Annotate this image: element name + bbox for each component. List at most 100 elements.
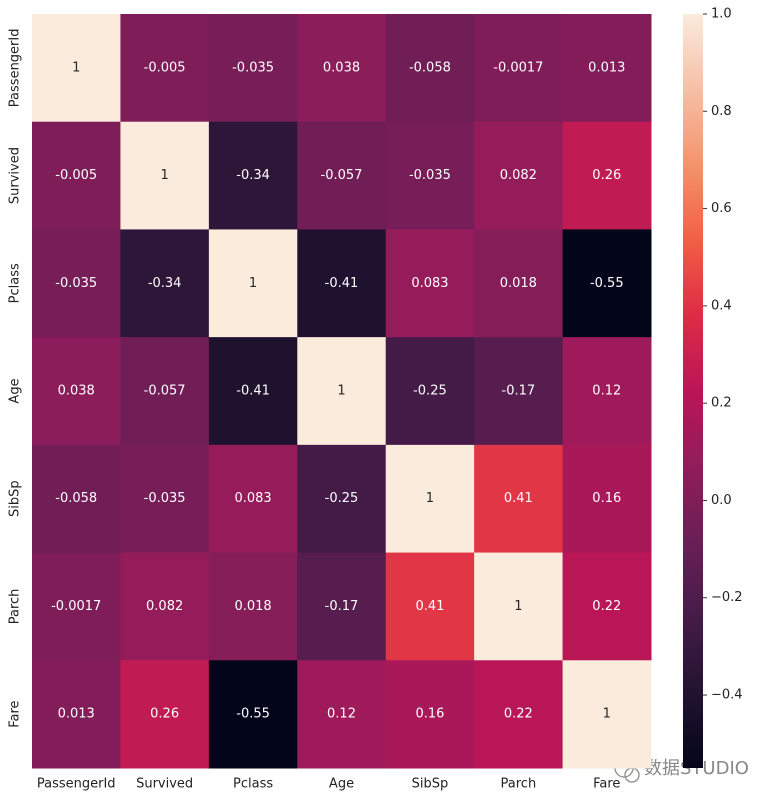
- colorbar-tick-label: 0.4: [711, 298, 732, 313]
- heatmap-cell: [297, 121, 387, 230]
- cell-label: -0.0017: [493, 60, 543, 75]
- cell-label: 0.16: [415, 707, 444, 722]
- y-tick-label: Parch: [8, 589, 23, 625]
- cell-label: -0.25: [325, 491, 359, 506]
- x-tick-label: Survived: [136, 777, 193, 792]
- cell-label: 1: [514, 599, 522, 614]
- cell-label: -0.17: [502, 384, 536, 399]
- heatmap-cell: [32, 229, 121, 338]
- y-tick-label: SibSp: [8, 480, 23, 517]
- cell-label: -0.057: [321, 168, 363, 183]
- cell-label: 0.41: [504, 491, 533, 506]
- cell-label: 0.26: [150, 707, 179, 722]
- heatmap-cell: [208, 552, 298, 661]
- x-tick-label: SibSp: [412, 777, 449, 792]
- cell-label: 0.038: [58, 384, 95, 399]
- cell-label: 1: [426, 491, 434, 506]
- heatmap-cell: [208, 444, 298, 554]
- heatmap-cell: [120, 660, 210, 769]
- colorbar-tick-label: −0.4: [711, 688, 743, 703]
- heatmap-cell: [562, 337, 652, 446]
- cell-label: 0.018: [500, 276, 537, 291]
- heatmap-cell: [208, 337, 298, 446]
- cell-label: 0.018: [234, 599, 271, 614]
- cell-label: -0.035: [144, 491, 186, 506]
- cell-label: 0.22: [592, 599, 621, 614]
- heatmap-cell: [385, 552, 475, 661]
- heatmap-cell: [385, 229, 475, 338]
- cell-label: 0.082: [500, 168, 537, 183]
- cell-label: -0.005: [55, 168, 97, 183]
- cell-label: -0.55: [236, 707, 270, 722]
- heatmap-cell: [32, 337, 121, 446]
- heatmap-cell: [385, 121, 475, 230]
- heatmap-cell: [474, 14, 564, 123]
- heatmap-cell: [474, 552, 564, 661]
- heatmap-cell: [385, 444, 475, 554]
- heatmap-cell: [562, 14, 652, 123]
- heatmap-cell: [120, 444, 210, 554]
- heatmap-cell: [208, 229, 298, 338]
- cell-label: -0.0017: [51, 599, 101, 614]
- cell-label: 1: [249, 276, 257, 291]
- heatmap-cell: [474, 337, 564, 446]
- x-tick-label: Age: [329, 777, 354, 792]
- cell-label: -0.035: [55, 276, 97, 291]
- heatmap-cell: [120, 552, 210, 661]
- cell-label: -0.057: [144, 384, 186, 399]
- cell-label: 0.12: [592, 384, 621, 399]
- cell-label: 0.013: [588, 60, 625, 75]
- cell-label: 0.16: [592, 491, 621, 506]
- cell-label: 0.038: [323, 60, 360, 75]
- cell-label: 1: [603, 707, 611, 722]
- heatmap-cell: [474, 229, 564, 338]
- cell-label: -0.41: [236, 384, 270, 399]
- heatmap-cell: [208, 14, 298, 123]
- heatmap-cell: [32, 14, 121, 123]
- cell-label: 0.082: [146, 599, 183, 614]
- heatmap-cell: [385, 660, 475, 769]
- colorbar-tick-label: 0.2: [711, 396, 732, 411]
- cell-label: -0.058: [409, 60, 451, 75]
- y-tick-label: Age: [8, 378, 23, 403]
- colorbar-tick-label: −0.2: [711, 590, 743, 605]
- heatmap-cell: [562, 552, 652, 661]
- cell-label: -0.34: [148, 276, 182, 291]
- cell-label: -0.005: [144, 60, 186, 75]
- cell-label: -0.058: [55, 491, 97, 506]
- heatmap-cell: [297, 229, 387, 338]
- heatmap-cell: [32, 444, 121, 554]
- cell-label: 0.083: [411, 276, 448, 291]
- heatmap-cell: [120, 229, 210, 338]
- heatmap-cell: [562, 121, 652, 230]
- heatmap-cell: [474, 444, 564, 554]
- cell-label: 0.41: [415, 599, 444, 614]
- cell-label: 1: [161, 168, 169, 183]
- y-tick-label: PassengerId: [8, 29, 23, 108]
- cell-label: 0.12: [327, 707, 356, 722]
- cell-label: -0.34: [236, 168, 270, 183]
- heatmap-cell: [120, 14, 210, 123]
- heatmap-cell: [474, 660, 564, 769]
- colorbar-tick-label: 0.6: [711, 201, 732, 216]
- cell-label: -0.035: [232, 60, 274, 75]
- colorbar-tick-label: 0.0: [711, 493, 732, 508]
- colorbar: [683, 14, 703, 768]
- heatmap-cell: [120, 337, 210, 446]
- heatmap-cell: [297, 552, 387, 661]
- x-tick-label: Fare: [593, 777, 620, 792]
- cell-label: 0.083: [234, 491, 271, 506]
- heatmap-cell: [32, 121, 121, 230]
- heatmap-cell: [562, 660, 652, 769]
- x-tick-label: Pclass: [233, 777, 273, 792]
- heatmap-cell: [385, 337, 475, 446]
- heatmap-cell: [297, 444, 387, 554]
- cell-label: -0.55: [590, 276, 624, 291]
- colorbar-tick-label: 1.0: [711, 7, 732, 22]
- heatmap-cell: [120, 121, 210, 230]
- colorbar-tick-label: 0.8: [711, 104, 732, 119]
- cell-label: 1: [72, 60, 80, 75]
- y-tick-label: Pclass: [8, 263, 23, 303]
- heatmap-cell: [208, 121, 298, 230]
